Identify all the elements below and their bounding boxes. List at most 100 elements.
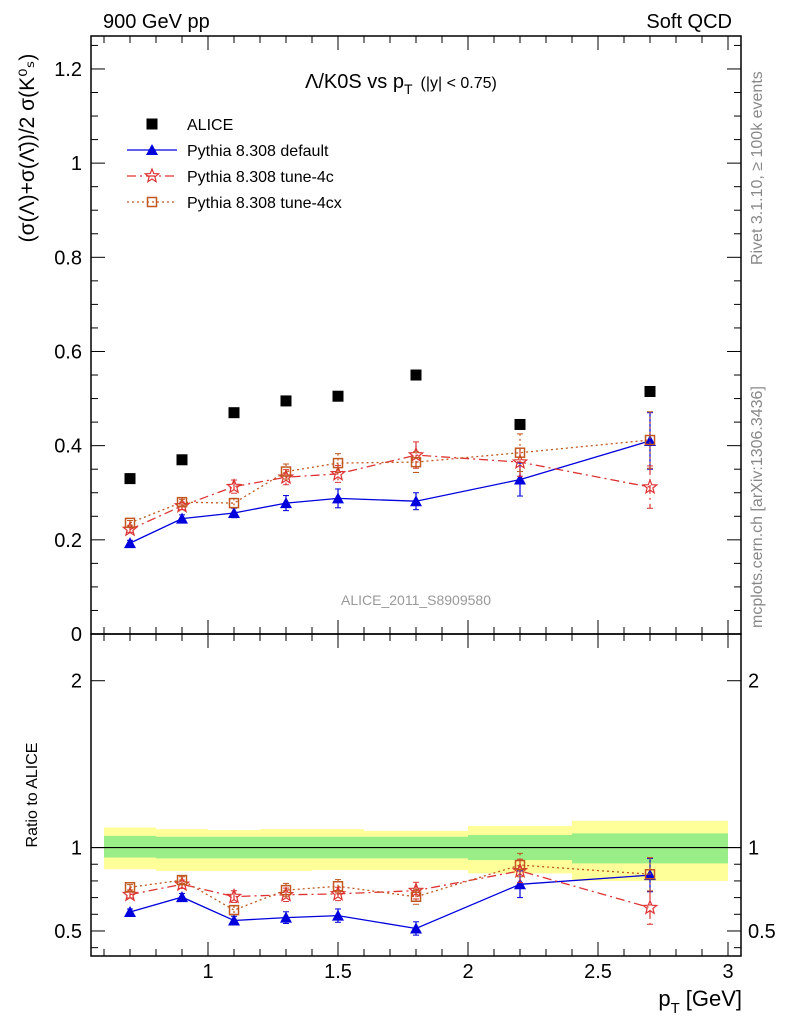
legend-label: Pythia 8.308 default bbox=[187, 143, 329, 160]
main-pythia-8-308-tune-4cx-point bbox=[332, 457, 344, 469]
ratio-y-tick-label-right: 0.5 bbox=[748, 921, 776, 943]
ratio-pythia-8-308-tune-4cx-point bbox=[280, 884, 292, 896]
main-pythia-8-308-tune-4cx-point bbox=[228, 497, 240, 509]
ratio-panel: 0.5 0.5 1 1 2 2 1 1.5 2 2.5 3 Ratio to ALICE pT [G… bbox=[24, 633, 776, 1017]
x-tick-label: 1.5 bbox=[324, 961, 352, 983]
legend-marker bbox=[146, 118, 158, 130]
ratio-frame bbox=[90, 633, 742, 957]
main-pythia-8-308-tune-4cx-point bbox=[514, 447, 526, 458]
ratio-pythia-8-308-tune-4cx-series bbox=[124, 852, 656, 916]
x-axis-label: pT [GeV] bbox=[658, 986, 742, 1017]
ratio-pythia-8-308-default-point bbox=[124, 905, 136, 917]
ratio-y-tick-label: 2 bbox=[71, 671, 82, 693]
main-pythia-8-308-tune-4c-point bbox=[225, 477, 243, 494]
main-alice-point bbox=[124, 473, 136, 485]
main-y-tick-label: 0.4 bbox=[54, 436, 82, 458]
main-y-tick-label: 0.6 bbox=[54, 341, 82, 363]
ratio-y-tick-label-right: 1 bbox=[748, 838, 759, 860]
ratio-bands-layer bbox=[91, 820, 741, 881]
main-pythia-8-308-tune-4cx-series bbox=[124, 411, 656, 529]
x-tick-label: 3 bbox=[722, 961, 733, 983]
legend-item: Pythia 8.308 default bbox=[127, 143, 329, 160]
ratio-y-tick-labels: 0.5 0.5 1 1 2 2 bbox=[54, 671, 776, 943]
ratio-y-axis-label: Ratio to ALICE bbox=[24, 743, 41, 848]
ratio-pythia-8-308-default-point bbox=[644, 869, 656, 881]
main-series-layer bbox=[121, 369, 659, 549]
header-right: Soft QCD bbox=[646, 11, 732, 33]
legend-label: ALICE bbox=[187, 117, 233, 134]
main-pythia-8-308-default-point bbox=[124, 537, 136, 549]
legend-item: ALICE bbox=[146, 117, 233, 134]
main-alice-point bbox=[176, 454, 188, 466]
ratio-pythia-8-308-tune-4cx-point bbox=[228, 904, 240, 916]
main-alice-point bbox=[644, 386, 656, 398]
main-pythia-8-308-default-point bbox=[332, 492, 344, 504]
main-alice-point bbox=[410, 369, 422, 381]
ratio-pythia-8-308-tune-4cx-point bbox=[410, 891, 422, 903]
x-tick-label: 2 bbox=[462, 961, 473, 983]
ratio-pythia-8-308-tune-4cx-point bbox=[514, 859, 526, 871]
ratio-pythia-8-308-tune-4c-point bbox=[641, 898, 659, 915]
ratio-series-layer bbox=[121, 852, 659, 936]
main-y-tick-label: 1.2 bbox=[54, 59, 82, 81]
ratio-pythia-8-308-default-point bbox=[176, 891, 188, 903]
ratio-pythia-8-308-tune-4c-point bbox=[225, 887, 243, 904]
ratio-y-tick-label: 1 bbox=[71, 838, 82, 860]
ratio-pythia-8-308-tune-4cx-point bbox=[332, 881, 344, 892]
main-pythia-8-308-tune-4c-point bbox=[641, 478, 659, 495]
main-y-tick-labels: 0 0.2 0.4 0.6 0.8 1 1.2 bbox=[54, 59, 82, 646]
ratio-pythia-8-308-default-point bbox=[228, 914, 240, 926]
ratio-inner-band bbox=[104, 835, 156, 858]
x-tick-label: 1 bbox=[202, 961, 213, 983]
ratio-pythia-8-308-default-line bbox=[129, 874, 651, 930]
ratio-pythia-8-308-tune-4c-point bbox=[407, 881, 425, 898]
main-pythia-8-308-tune-4cx-line bbox=[129, 439, 651, 524]
main-ticks bbox=[91, 36, 741, 635]
ratio-pythia-8-308-default-point bbox=[332, 909, 344, 921]
chart-title-main: Λ/K0S vs p bbox=[305, 71, 404, 93]
main-pythia-8-308-default-point bbox=[644, 434, 656, 446]
rivet-label: Rivet 3.1.10, ≥ 100k events bbox=[749, 71, 766, 265]
main-y-tick-label: 0.2 bbox=[54, 530, 82, 552]
main-pythia-8-308-tune-4c-series bbox=[121, 441, 659, 537]
main-pythia-8-308-tune-4c-line bbox=[129, 454, 651, 531]
legend-label: Pythia 8.308 tune-4c bbox=[187, 169, 334, 186]
ratio-pythia-8-308-tune-4c-line bbox=[129, 870, 651, 909]
main-pythia-8-308-default-point bbox=[228, 506, 240, 518]
ratio-ticks bbox=[91, 634, 741, 956]
main-alice-point bbox=[332, 390, 344, 402]
x-axis-label-sub: T bbox=[671, 1000, 680, 1017]
main-pythia-8-308-tune-4cx-point bbox=[176, 496, 188, 508]
main-y-tick-label: 0.8 bbox=[54, 247, 82, 269]
main-alice-point bbox=[514, 418, 526, 430]
ratio-pythia-8-308-default-point bbox=[410, 922, 422, 934]
x-tick-label: 2.5 bbox=[584, 961, 612, 983]
main-pythia-8-308-default-point bbox=[280, 497, 292, 509]
ratio-pythia-8-308-tune-4c-point bbox=[329, 885, 347, 901]
x-axis-label-main: p bbox=[658, 986, 670, 1011]
main-pythia-8-308-default-point bbox=[410, 495, 422, 507]
legend-marker bbox=[146, 196, 158, 208]
chart-title-cut: (|y| < 0.75) bbox=[421, 75, 497, 92]
ratio-pythia-8-308-default-point bbox=[514, 878, 526, 890]
header-left: 900 GeV pp bbox=[103, 11, 210, 33]
main-y-tick-label: 0 bbox=[71, 624, 82, 646]
legend: ALICE Pythia 8.308 default Pythia 8.308 tu… bbox=[127, 117, 342, 212]
main-y-tick-label: 1 bbox=[71, 153, 82, 175]
ratio-pythia-8-308-tune-4cx-point bbox=[124, 882, 136, 893]
legend-item: Pythia 8.308 tune-4cx bbox=[127, 195, 342, 212]
ratio-pythia-8-308-tune-4cx-point bbox=[176, 874, 188, 886]
main-alice-point bbox=[228, 407, 240, 419]
main-pythia-8-308-default-point bbox=[176, 512, 188, 524]
main-pythia-8-308-tune-4c-point bbox=[329, 465, 347, 481]
main-pythia-8-308-tune-4cx-point bbox=[644, 434, 656, 446]
main-alice-series bbox=[124, 369, 656, 485]
ratio-y-tick-label-right: 2 bbox=[748, 671, 759, 693]
x-axis-label-unit: [GeV] bbox=[686, 986, 742, 1011]
x-tick-labels: 1 1.5 2 2.5 3 bbox=[202, 961, 733, 983]
main-pythia-8-308-tune-4cx-point bbox=[280, 466, 292, 477]
ratio-pythia-8-308-default-point bbox=[280, 911, 292, 923]
legend-marker bbox=[146, 144, 158, 155]
chart-title-sub: T bbox=[404, 81, 413, 97]
